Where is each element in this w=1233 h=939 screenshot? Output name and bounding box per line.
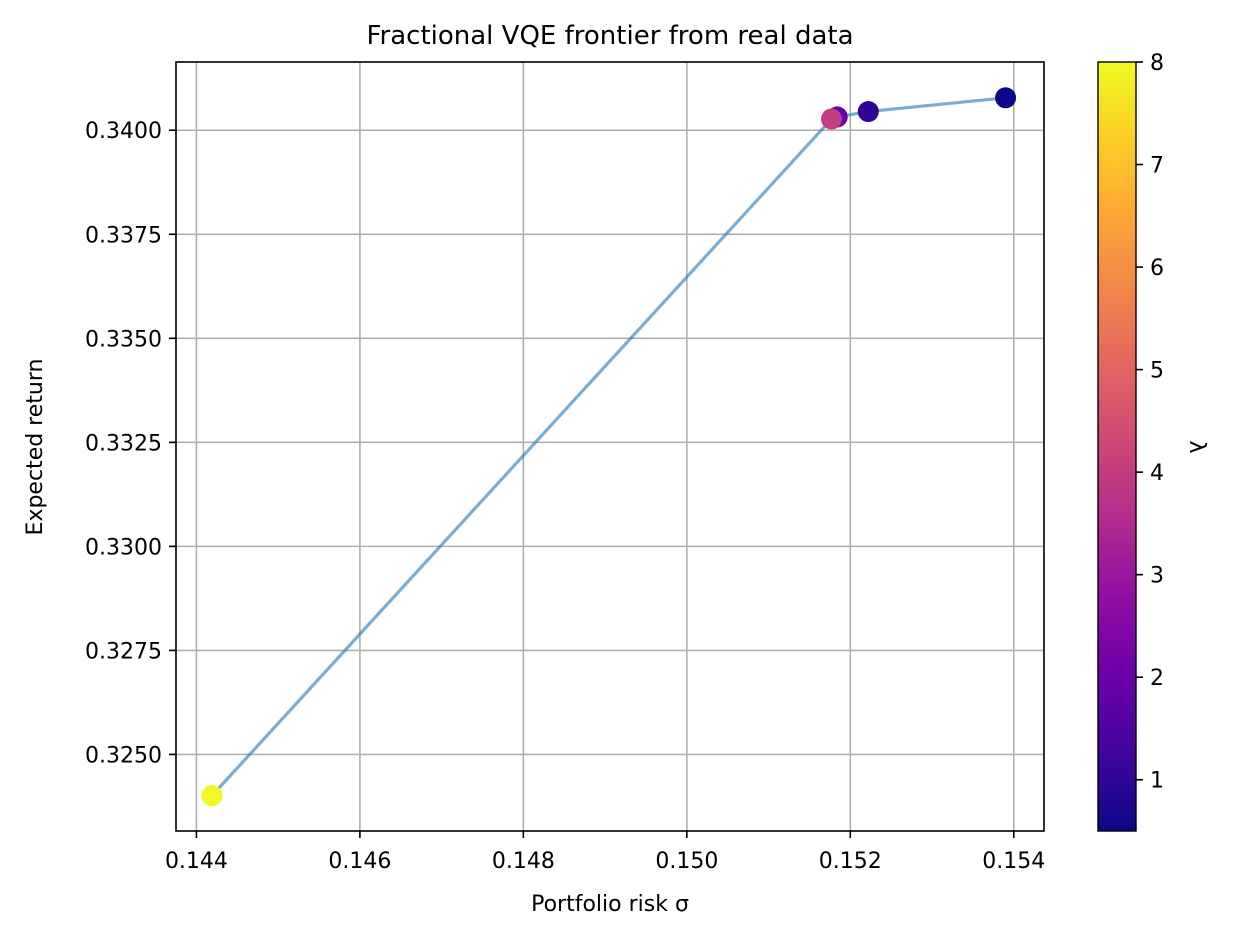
- data-point: [820, 108, 842, 130]
- plot-frame: [175, 61, 1045, 832]
- frontier-line-layer: [210, 96, 1006, 797]
- colorbar-tick-label: 2: [1150, 666, 1164, 691]
- data-points: [201, 87, 1017, 807]
- y-tick-label: 0.3400: [85, 119, 162, 144]
- grid: [176, 62, 1044, 831]
- y-tick-label: 0.3300: [85, 535, 162, 560]
- y-axis-label: Expected return: [23, 359, 48, 536]
- y-tick-label: 0.3350: [85, 327, 162, 352]
- y-axis-ticks: 0.3250 0.3275 0.3300 0.3325 0.3350 0.3375 0.34…: [85, 119, 176, 768]
- colorbar-label: λ: [1184, 440, 1209, 453]
- colorbar-tick-label: 6: [1150, 256, 1164, 281]
- colorbar-tick-label: 4: [1150, 461, 1164, 486]
- colorbar-tick-label: 5: [1150, 359, 1164, 384]
- frontier-line: [210, 96, 1006, 797]
- y-tick-label: 0.3275: [85, 639, 162, 664]
- x-tick-label: 0.144: [165, 849, 228, 874]
- x-tick-label: 0.148: [492, 849, 555, 874]
- x-tick-label: 0.150: [655, 849, 718, 874]
- data-point: [857, 101, 879, 123]
- x-tick-label: 0.146: [328, 849, 391, 874]
- colorbar: [1097, 61, 1137, 832]
- y-tick-label: 0.3375: [85, 223, 162, 248]
- x-axis-label: Portfolio risk σ: [531, 892, 689, 917]
- colorbar-ticks: 1 2 3 4 5 6 7 8: [1136, 51, 1164, 794]
- data-point: [995, 87, 1017, 109]
- x-tick-label: 0.154: [982, 849, 1045, 874]
- colorbar-tick-label: 7: [1150, 154, 1164, 179]
- colorbar-tick-label: 3: [1150, 564, 1164, 589]
- y-tick-label: 0.3250: [85, 743, 162, 768]
- colorbar-tick-label: 8: [1150, 51, 1164, 76]
- y-tick-label: 0.3325: [85, 431, 162, 456]
- x-tick-label: 0.152: [819, 849, 882, 874]
- chart-title: Fractional VQE frontier from real data: [366, 21, 853, 51]
- data-point: [201, 785, 223, 807]
- x-axis-ticks: 0.144 0.146 0.148 0.150 0.152 0.154: [165, 831, 1045, 874]
- colorbar-tick-label: 1: [1150, 769, 1164, 794]
